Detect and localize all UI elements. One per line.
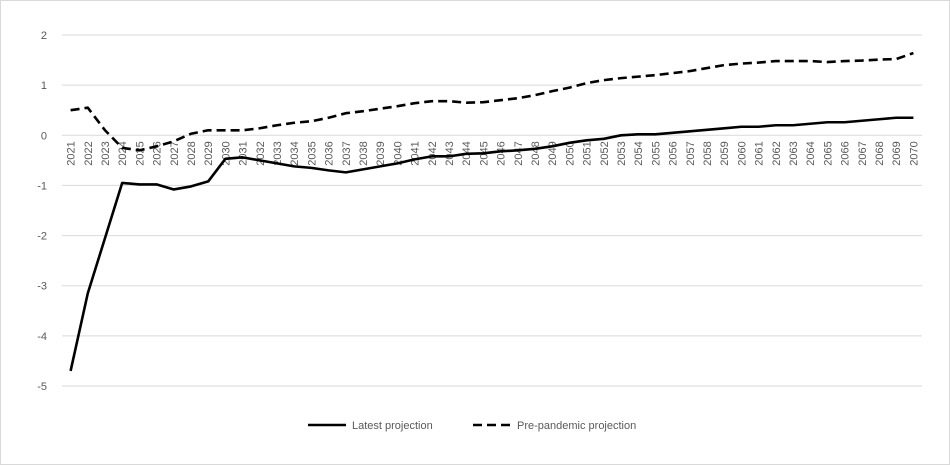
y-tick-label: -5	[37, 381, 47, 393]
y-tick-label: -2	[37, 231, 47, 243]
series-line-1	[70, 51, 914, 152]
x-tick-label: 2064	[805, 141, 817, 165]
y-tick-label: 1	[41, 80, 47, 92]
x-tick-label: 2022	[83, 141, 95, 165]
x-tick-label: 2028	[186, 141, 198, 165]
x-tick-label: 2021	[66, 141, 78, 165]
x-tick-label: 2034	[289, 141, 301, 165]
legend-label-0: Latest projection	[352, 420, 433, 432]
series-line-0	[69, 116, 914, 372]
x-tick-label: 2038	[358, 141, 370, 165]
legend-label-1: Pre-pandemic projection	[517, 420, 636, 432]
x-tick-label: 2065	[822, 141, 834, 165]
y-axis-ticks: 2 1 0 -1 -2 -3 -4 -5	[37, 30, 47, 393]
x-tick-label: 2051	[582, 141, 594, 165]
y-tick-label: 2	[41, 30, 47, 42]
x-tick-label: 2036	[324, 141, 336, 165]
x-tick-label: 2047	[513, 141, 525, 165]
x-tick-label: 2070	[908, 141, 920, 165]
x-tick-label: 2037	[341, 141, 353, 165]
x-tick-label: 2039	[375, 141, 387, 165]
x-tick-label: 2050	[564, 141, 576, 165]
x-tick-label: 2059	[719, 141, 731, 165]
x-tick-label: 2060	[736, 141, 748, 165]
x-tick-label: 2040	[392, 141, 404, 165]
x-tick-label: 2033	[272, 141, 284, 165]
x-tick-label: 2041	[410, 141, 422, 165]
x-tick-label: 2027	[169, 141, 181, 165]
x-tick-label: 2058	[702, 141, 714, 165]
y-tick-label: -4	[37, 331, 47, 343]
y-tick-label: -1	[37, 180, 47, 192]
x-tick-label: 2067	[857, 141, 869, 165]
x-tick-label: 2023	[100, 141, 112, 165]
x-tick-label: 2069	[891, 141, 903, 165]
x-tick-label: 2035	[306, 141, 318, 165]
y-tick-label: 0	[41, 130, 47, 142]
legend: Latest projection Pre-pandemic projection	[308, 420, 636, 432]
x-tick-label: 2054	[633, 141, 645, 165]
x-tick-label: 2052	[599, 141, 611, 165]
x-tick-label: 2062	[771, 141, 783, 165]
x-tick-label: 2031	[238, 141, 250, 165]
x-tick-label: 2061	[754, 141, 766, 165]
y-tick-label: -3	[37, 281, 47, 293]
x-tick-label: 2042	[427, 141, 439, 165]
series-group	[69, 51, 914, 372]
x-tick-label: 2024	[117, 141, 129, 165]
x-tick-label: 2056	[668, 141, 680, 165]
x-axis-ticks: 2021 2022 2023 2024 2025 2026 2027 2028 2029 2030…	[66, 141, 921, 165]
x-tick-label: 2057	[685, 141, 697, 165]
x-tick-label: 2066	[840, 141, 852, 165]
x-tick-label: 2068	[874, 141, 886, 165]
gridlines	[62, 34, 922, 387]
x-tick-label: 2048	[530, 141, 542, 165]
x-tick-label: 2025	[134, 141, 146, 165]
x-tick-label: 2046	[496, 141, 508, 165]
x-tick-label: 2029	[203, 141, 215, 165]
x-tick-label: 2055	[650, 141, 662, 165]
x-tick-label: 2063	[788, 141, 800, 165]
x-tick-label: 2043	[444, 141, 456, 165]
x-tick-label: 2053	[616, 141, 628, 165]
